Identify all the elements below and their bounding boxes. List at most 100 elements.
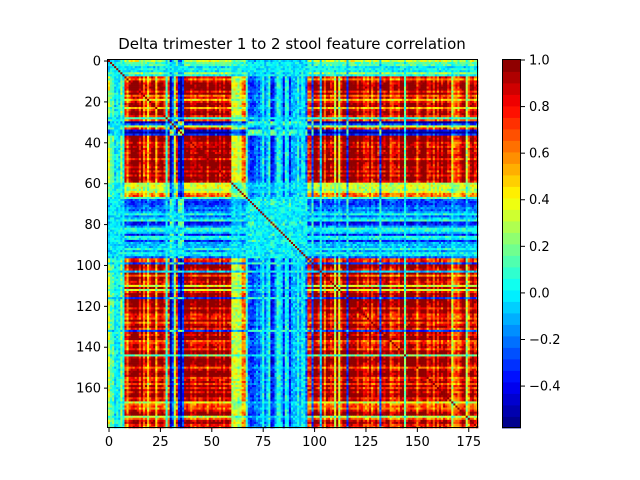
heatmap-cell xyxy=(431,80,433,82)
heatmap-cell xyxy=(116,107,118,109)
heatmap-cell xyxy=(404,113,406,115)
heatmap-cell xyxy=(137,101,139,103)
heatmap-cell xyxy=(254,68,256,70)
heatmap-cell xyxy=(141,80,143,82)
heatmap-cell xyxy=(312,87,314,89)
heatmap-cell xyxy=(451,101,453,103)
heatmap-cell xyxy=(139,68,141,70)
heatmap-cell xyxy=(233,82,235,84)
heatmap-cell xyxy=(151,101,153,103)
heatmap-cell xyxy=(425,101,427,103)
heatmap-cell xyxy=(299,107,301,109)
heatmap-cell xyxy=(404,70,406,72)
heatmap-cell xyxy=(151,62,153,64)
heatmap-cell xyxy=(248,101,250,103)
heatmap-cell xyxy=(361,107,363,109)
heatmap-cell xyxy=(180,111,182,113)
heatmap-cell xyxy=(153,68,155,70)
heatmap-cell xyxy=(326,64,328,66)
heatmap-cell xyxy=(373,91,375,93)
heatmap-cell xyxy=(108,91,110,93)
heatmap-cell xyxy=(211,70,213,72)
heatmap-cell xyxy=(190,72,192,74)
heatmap-cell xyxy=(268,111,270,113)
heatmap-cell xyxy=(266,76,268,78)
heatmap-cell xyxy=(112,62,114,64)
heatmap-cell xyxy=(379,111,381,113)
heatmap-cell xyxy=(275,103,277,105)
heatmap-cell xyxy=(108,66,110,68)
heatmap-cell xyxy=(466,80,468,82)
heatmap-cell xyxy=(381,99,383,101)
heatmap-cell xyxy=(135,97,137,99)
heatmap-cell xyxy=(299,68,301,70)
heatmap-cell xyxy=(406,64,408,66)
heatmap-cell xyxy=(145,111,147,113)
heatmap-cell xyxy=(375,93,377,95)
heatmap-cell xyxy=(229,85,231,87)
heatmap-cell xyxy=(186,109,188,111)
heatmap-cell xyxy=(244,91,246,93)
heatmap-cell xyxy=(260,111,262,113)
heatmap-cell xyxy=(412,68,414,70)
heatmap-cell xyxy=(250,93,252,95)
heatmap-cell xyxy=(383,70,385,72)
heatmap-cell xyxy=(336,60,338,62)
heatmap-cell xyxy=(266,64,268,66)
heatmap-cell xyxy=(277,109,279,111)
heatmap-cell xyxy=(293,70,295,72)
heatmap-cell xyxy=(256,70,258,72)
heatmap-cell xyxy=(470,82,472,84)
heatmap-cell xyxy=(221,74,223,76)
heatmap-cell xyxy=(390,105,392,107)
heatmap-cell xyxy=(371,74,373,76)
heatmap-cell xyxy=(291,60,293,62)
heatmap-cell xyxy=(252,82,254,84)
heatmap-cell xyxy=(227,99,229,101)
heatmap-cell xyxy=(141,91,143,93)
heatmap-cell xyxy=(161,87,163,89)
heatmap-cell xyxy=(299,62,301,64)
heatmap-cell xyxy=(332,76,334,78)
heatmap-cell xyxy=(147,80,149,82)
heatmap-cell xyxy=(386,76,388,78)
heatmap-cell xyxy=(429,62,431,64)
heatmap-cell xyxy=(270,80,272,82)
heatmap-cell xyxy=(420,76,422,78)
heatmap-cell xyxy=(427,74,429,76)
heatmap-cell xyxy=(166,60,168,62)
heatmap-cell xyxy=(453,103,455,105)
heatmap-cell xyxy=(373,72,375,74)
heatmap-cell xyxy=(295,111,297,113)
heatmap-cell xyxy=(316,107,318,109)
heatmap-cell xyxy=(221,70,223,72)
heatmap-cell xyxy=(258,85,260,87)
heatmap-cell xyxy=(423,107,425,109)
heatmap-cell xyxy=(293,105,295,107)
heatmap-cell xyxy=(320,82,322,84)
heatmap-cell xyxy=(301,97,303,99)
heatmap-cell xyxy=(254,107,256,109)
heatmap-cell xyxy=(201,70,203,72)
heatmap-cell xyxy=(404,101,406,103)
heatmap-cell xyxy=(229,111,231,113)
heatmap-cell xyxy=(227,74,229,76)
heatmap-cell xyxy=(402,97,404,99)
heatmap-cell xyxy=(194,68,196,70)
heatmap-cell xyxy=(373,95,375,97)
heatmap-cell xyxy=(174,99,176,101)
heatmap-cell xyxy=(318,74,320,76)
heatmap-cell xyxy=(129,70,131,72)
heatmap-cell xyxy=(266,99,268,101)
heatmap-cell xyxy=(449,105,451,107)
heatmap-cell xyxy=(363,74,365,76)
heatmap-cell xyxy=(205,62,207,64)
heatmap-cell xyxy=(353,109,355,111)
heatmap-cell xyxy=(186,113,188,115)
heatmap-cell xyxy=(318,105,320,107)
heatmap-cell xyxy=(427,105,429,107)
heatmap-cell xyxy=(275,85,277,87)
heatmap-cell xyxy=(201,97,203,99)
heatmap-cell xyxy=(145,105,147,107)
heatmap-cell xyxy=(174,72,176,74)
